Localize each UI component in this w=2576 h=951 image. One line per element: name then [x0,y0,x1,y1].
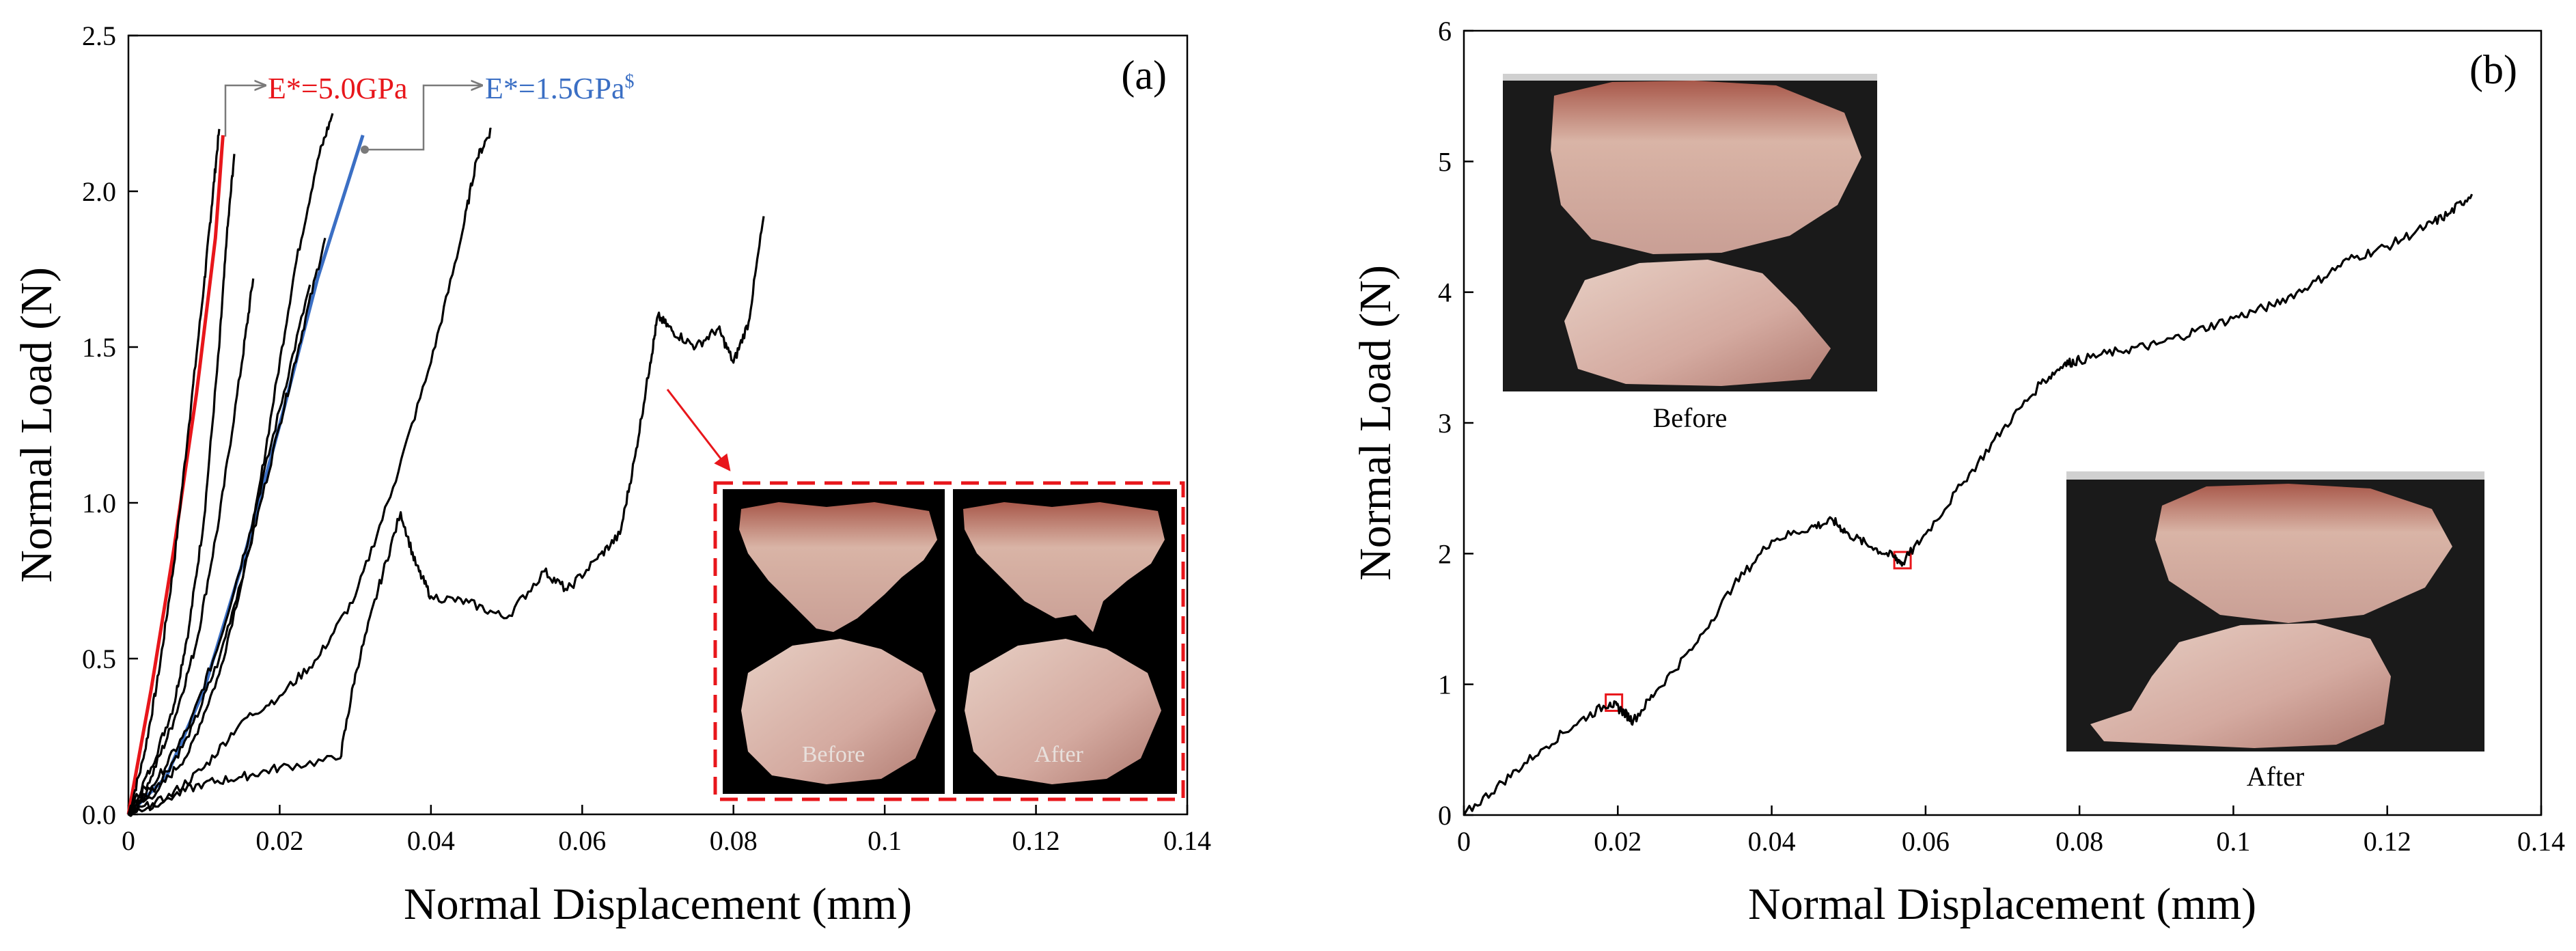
y-tick-label: 4 [1438,277,1452,308]
x-tick-label: 0 [1457,826,1471,857]
inset-before-label: Before [802,742,865,767]
x-tick-label: 0.02 [1594,826,1642,857]
callout-connector-high [224,85,265,137]
y-tick-label: 6 [1438,16,1452,46]
x-tick-label: 0.06 [1902,826,1950,857]
x-tick-label: 0.12 [1012,825,1060,856]
photo-before-b: Before [1503,74,1877,433]
x-axis-label-b: Normal Displacement (mm) [1748,879,2256,929]
inset-before-photo: Before [723,489,945,794]
x-tick-label: 0.02 [255,825,303,856]
y-tick-label: 1 [1438,670,1452,700]
x-tick-label: 0.04 [1748,826,1796,857]
ticks-b [1463,29,2543,816]
x-tick-label: 0.1 [2216,826,2250,857]
y-tick-label: 0 [1438,800,1452,831]
y-tick-label: 1.0 [82,488,116,519]
photo-after-label: After [2247,761,2304,792]
series-line-a-2 [127,128,221,815]
panel-label-b: (b) [2469,47,2517,92]
fit-label-low: E*=1.5GPa$ [485,71,634,105]
series-line-a-1 [127,135,365,816]
inset-photos-a: Before After [666,389,1185,801]
inset-pointer-arrow [666,389,731,471]
y-tick-label: 2.0 [82,176,116,207]
y-tick-label: 2.5 [82,20,116,51]
y-tick-label: 3 [1438,408,1452,439]
panel-b: 0 0.02 0.04 0.06 0.08 0.1 0.12 0.14 0 1 2 3 4 5 6 Norm… [1351,16,2565,929]
ticks-a [127,34,1189,816]
series-line-a-3 [127,154,236,815]
y-axis-label-a: Normal Load (N) [12,267,61,583]
series-line-a-4 [127,278,255,815]
series-group-a [126,113,765,817]
x-tick-label: 0.06 [558,825,606,856]
series-group-b [1463,193,2474,816]
series-line-a-5 [127,113,334,816]
x-tick-label: 0 [122,825,135,856]
callout-dot-low [361,146,369,154]
tick-labels-a: 0 0.02 0.04 0.06 0.08 0.1 0.12 0.14 0.0 0.5 1.0 1.5… [82,20,1211,856]
series-line-a-9 [128,216,765,817]
panel-a: 0 0.02 0.04 0.06 0.08 0.1 0.12 0.14 0.0 0.5 1.0 1.5… [12,20,1211,929]
x-tick-label: 0.08 [2055,826,2103,857]
y-axis-label-b: Normal Load (N) [1351,265,1400,581]
curve-marker [1605,693,1624,712]
x-tick-label: 0.08 [710,825,758,856]
photo-before-label: Before [1653,402,1728,433]
curve-markers-b [1605,551,1912,712]
y-tick-label: 5 [1438,146,1452,177]
series-line-a-0 [126,135,225,815]
y-tick-label: 1.5 [82,332,116,363]
tick-labels-b: 0 0.02 0.04 0.06 0.08 0.1 0.12 0.14 0 1 2 3 4 5 6 [1438,16,2565,857]
y-tick-label: 0.0 [82,799,116,830]
series-line-a-6 [128,238,327,817]
x-tick-label: 0.12 [2364,826,2411,857]
plot-frame-a [127,34,1189,816]
fit-callouts: E*=5.0GPa E*=1.5GPa$ [224,71,634,154]
series-line-a-8 [127,127,492,815]
callout-connector-low [365,85,482,151]
x-tick-label: 0.04 [407,825,455,856]
fit-label-high: E*=5.0GPa [268,72,407,105]
curve-marker [1893,551,1912,570]
x-axis-label-a: Normal Displacement (mm) [404,879,912,929]
panel-label-a: (a) [1121,53,1167,98]
x-tick-label: 0.14 [1163,825,1211,856]
photo-after-b: After [2066,471,2484,792]
y-tick-label: 2 [1438,538,1452,569]
x-tick-label: 0.14 [2517,826,2565,857]
inset-after-photo: After [953,489,1177,794]
y-tick-label: 0.5 [82,644,116,674]
series-line-a-7 [127,284,311,815]
series-line-b-0 [1463,193,2474,816]
x-tick-label: 0.1 [868,825,902,856]
inset-frame [713,481,1185,801]
inset-after-label: After [1034,742,1083,767]
